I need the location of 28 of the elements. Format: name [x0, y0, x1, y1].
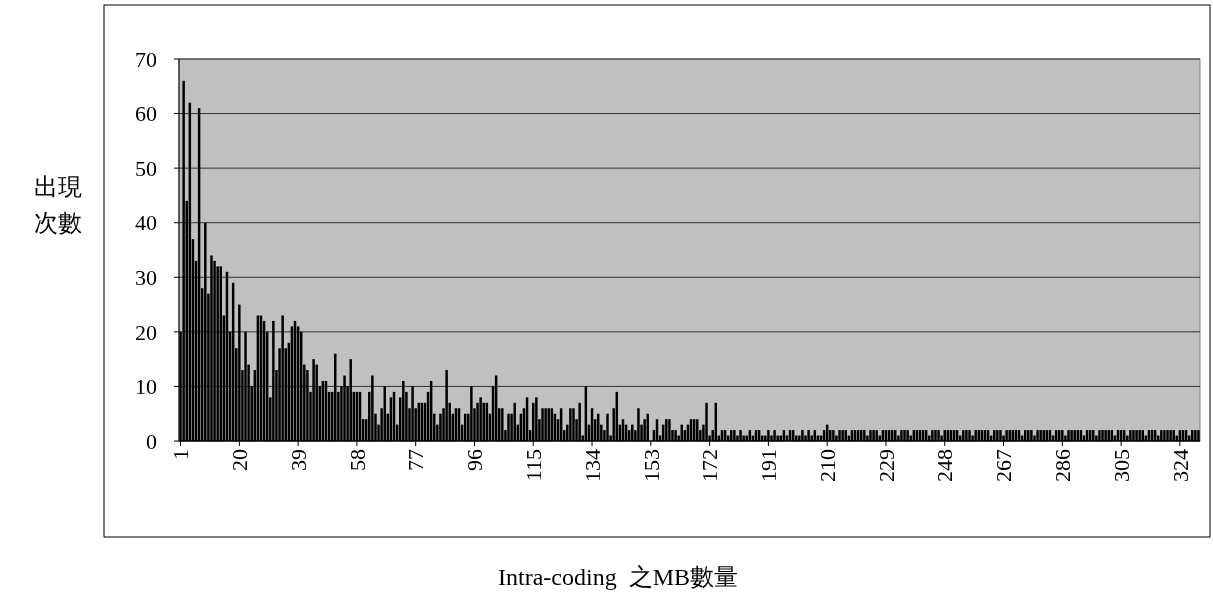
x-tick-label: 248 [932, 449, 958, 482]
x-tick-label: 20 [227, 449, 253, 471]
x-tick-label: 210 [814, 449, 840, 482]
x-tick-label: 267 [991, 449, 1017, 482]
x-tick-label: 305 [1108, 449, 1134, 482]
y-tick-label: 10 [135, 374, 157, 400]
y-tick-label: 60 [135, 101, 157, 127]
y-tick-label: 40 [135, 210, 157, 236]
x-tick-label: 153 [638, 449, 664, 482]
x-tick-label: 115 [520, 449, 546, 482]
x-tick-label: 324 [1167, 449, 1193, 482]
x-tick-label: 172 [697, 449, 723, 482]
x-tick-label: 96 [462, 449, 488, 471]
y-tick-label: 50 [135, 155, 157, 181]
y-tick-label: 30 [135, 264, 157, 290]
x-tick-label: 39 [285, 449, 311, 471]
x-tick-label: 58 [344, 449, 370, 471]
y-tick-label: 20 [135, 319, 157, 345]
y-axis-title: 出現次數 [34, 174, 82, 236]
x-tick-label: 134 [579, 449, 605, 482]
x-tick-label: 77 [403, 449, 429, 471]
x-tick-label: 229 [873, 449, 899, 482]
x-axis-title: Intra-coding 之MB數量 [498, 564, 738, 590]
y-tick-label: 70 [135, 46, 157, 72]
y-tick-label: 0 [146, 428, 157, 454]
x-tick-label: 286 [1050, 449, 1076, 482]
x-tick-label: 191 [756, 449, 782, 482]
x-tick-label: 1 [168, 449, 194, 460]
